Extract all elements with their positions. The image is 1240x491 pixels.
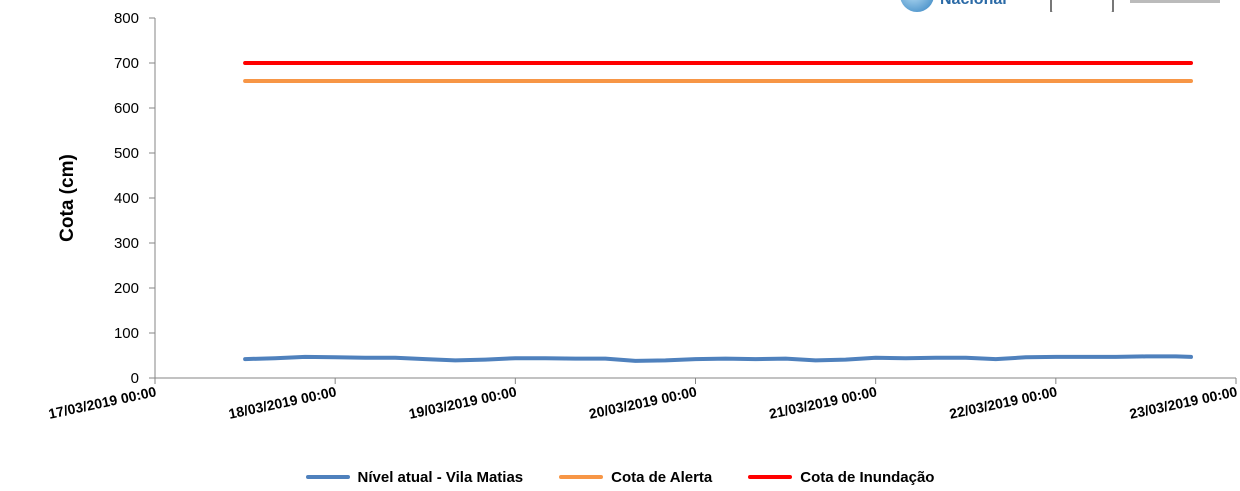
x-tick-label: 17/03/2019 00:00: [47, 383, 158, 422]
y-tick-label: 400: [114, 190, 139, 207]
legend-swatch: [748, 475, 793, 479]
x-axis-ticks: 17/03/2019 00:00 18/03/2019 00:00 19/03/20…: [47, 378, 1239, 422]
legend-swatch: [559, 475, 604, 479]
line-chart: 0 100 200 300 400 500 600 700 800 17/03/2019 00:…: [47, 10, 1239, 422]
legend-label: Cota de Alerta: [611, 468, 713, 486]
x-tick-label: 21/03/2019 00:00: [768, 383, 879, 422]
y-axis-ticks: 0 100 200 300 400 500 600 700 800: [114, 10, 155, 387]
x-tick-label: 19/03/2019 00:00: [407, 383, 518, 422]
legend-swatch: [305, 475, 350, 479]
x-tick-label: 22/03/2019 00:00: [948, 383, 1059, 422]
y-tick-label: 600: [114, 100, 139, 117]
legend-item: Nível atual - Vila Matias: [305, 468, 524, 486]
y-tick-label: 500: [114, 145, 139, 162]
x-tick-label: 18/03/2019 00:00: [227, 383, 338, 422]
series-line-1: [243, 354, 1193, 363]
logos-strip: Nacional: [900, 0, 1230, 12]
y-tick-label: 100: [114, 325, 139, 342]
y-axis-label: Cota (cm): [57, 154, 78, 242]
y-tick-label: 300: [114, 235, 139, 252]
globe-logo-icon: [900, 0, 934, 12]
x-tick-label: 20/03/2019 00:00: [587, 383, 698, 422]
legend-item: Cota de Inundação: [748, 469, 934, 486]
y-tick-label: 800: [114, 10, 139, 27]
cprm-logo-icon: [1050, 0, 1114, 12]
ana-logo-icon: [1130, 0, 1220, 3]
chart-series: [243, 61, 1193, 363]
logo-text: Nacional: [940, 0, 1007, 9]
legend-label: Nível atual - Vila Matias: [357, 468, 524, 486]
chart-axes: [154, 18, 1236, 379]
y-tick-label: 200: [114, 280, 139, 297]
legend-item: Cota de Alerta: [559, 469, 712, 486]
x-tick-label: 23/03/2019 00:00: [1128, 383, 1239, 422]
legend-label: Cota de Inundação: [800, 468, 935, 486]
y-tick-label: 0: [131, 370, 139, 387]
y-tick-label: 700: [114, 55, 139, 72]
chart-legend: Nível atual - Vila Matias Cota de Alerta C…: [0, 466, 1240, 488]
